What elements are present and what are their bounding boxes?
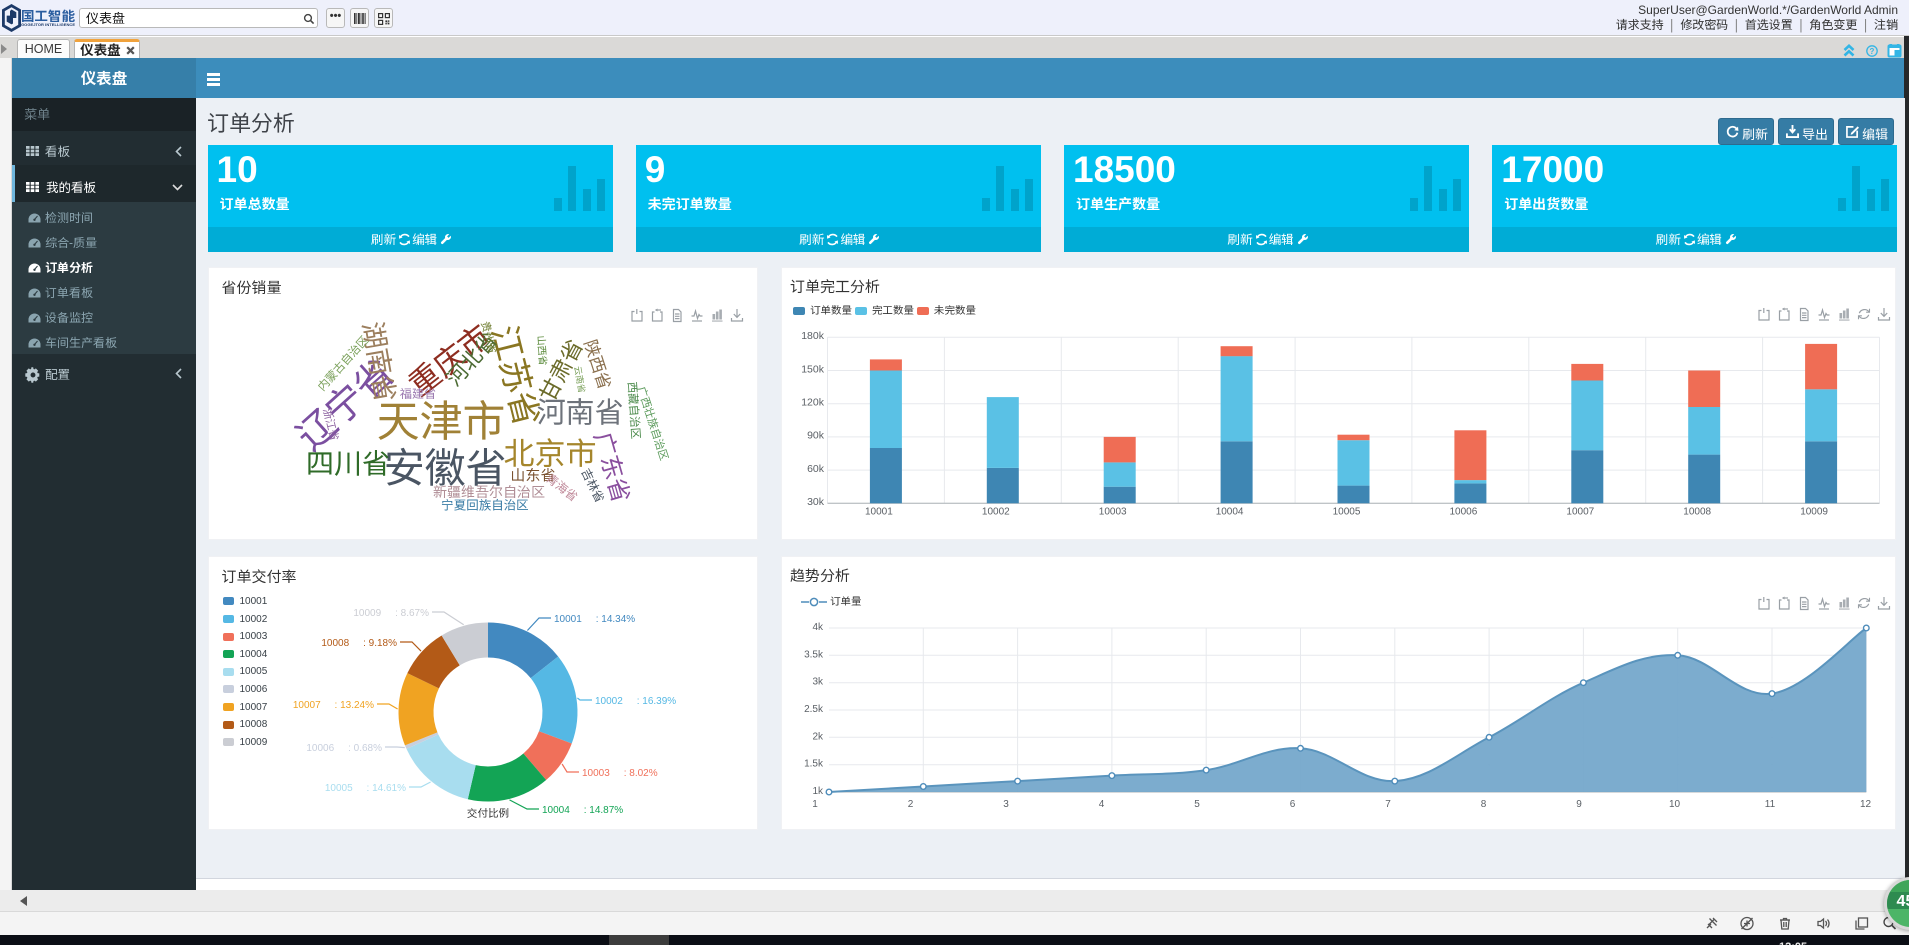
- svg-text:10006: 10006: [1449, 506, 1477, 517]
- svg-text:4: 4: [1099, 799, 1105, 810]
- svg-text:11: 11: [1765, 799, 1776, 810]
- svg-text:7: 7: [1385, 799, 1391, 810]
- svg-text:10002: 10002: [982, 506, 1010, 517]
- svg-text:3k: 3k: [812, 677, 824, 688]
- svg-text:10: 10: [1669, 799, 1681, 810]
- svg-text:1.5k: 1.5k: [804, 759, 824, 770]
- svg-text:10004 : 14.87%: 10004 : 14.87%: [542, 805, 623, 816]
- svg-text:8: 8: [1481, 799, 1487, 810]
- svg-text:90k: 90k: [807, 430, 825, 442]
- svg-text:120k: 120k: [801, 397, 825, 409]
- svg-text:9: 9: [1576, 799, 1582, 810]
- svg-text:6: 6: [1290, 799, 1296, 810]
- svg-text:5: 5: [1194, 799, 1200, 810]
- svg-text:10007: 10007: [1566, 506, 1594, 517]
- svg-text:10008: 10008: [1683, 506, 1711, 517]
- svg-text:10003: 10003: [1099, 506, 1127, 517]
- svg-text:1k: 1k: [812, 786, 824, 797]
- svg-text:180k: 180k: [801, 330, 825, 342]
- svg-text:10009 : 8.67%: 10009 : 8.67%: [353, 608, 429, 619]
- svg-text:?: ?: [1870, 47, 1875, 56]
- svg-text:3: 3: [1003, 799, 1009, 810]
- svg-text:2.5k: 2.5k: [804, 704, 824, 715]
- svg-text:2: 2: [908, 799, 914, 810]
- svg-text:10004: 10004: [1216, 506, 1244, 517]
- svg-text:60k: 60k: [807, 463, 825, 475]
- svg-text:10009: 10009: [1800, 506, 1828, 517]
- svg-text:10002 : 16.39%: 10002 : 16.39%: [595, 696, 676, 707]
- svg-text:10007 : 13.24%: 10007 : 13.24%: [292, 700, 373, 711]
- svg-text:10005: 10005: [1333, 506, 1361, 517]
- svg-text:4k: 4k: [812, 622, 824, 633]
- svg-text:30k: 30k: [807, 496, 825, 508]
- svg-text:3.5k: 3.5k: [804, 649, 824, 660]
- svg-text:交付比例: 交付比例: [467, 806, 509, 821]
- svg-text:2k: 2k: [812, 731, 824, 742]
- svg-text:1: 1: [812, 799, 818, 810]
- svg-text:10008 : 9.18%: 10008 : 9.18%: [321, 638, 397, 649]
- svg-text:10001: 10001: [865, 506, 893, 517]
- svg-text:10003 : 8.02%: 10003 : 8.02%: [582, 768, 658, 779]
- svg-text:10001 : 14.34%: 10001 : 14.34%: [554, 614, 635, 625]
- svg-text:150k: 150k: [801, 363, 825, 375]
- svg-text:10005 : 14.61%: 10005 : 14.61%: [324, 783, 405, 794]
- svg-text:10006 : 0.68%: 10006 : 0.68%: [306, 743, 382, 754]
- svg-text:12: 12: [1860, 799, 1872, 810]
